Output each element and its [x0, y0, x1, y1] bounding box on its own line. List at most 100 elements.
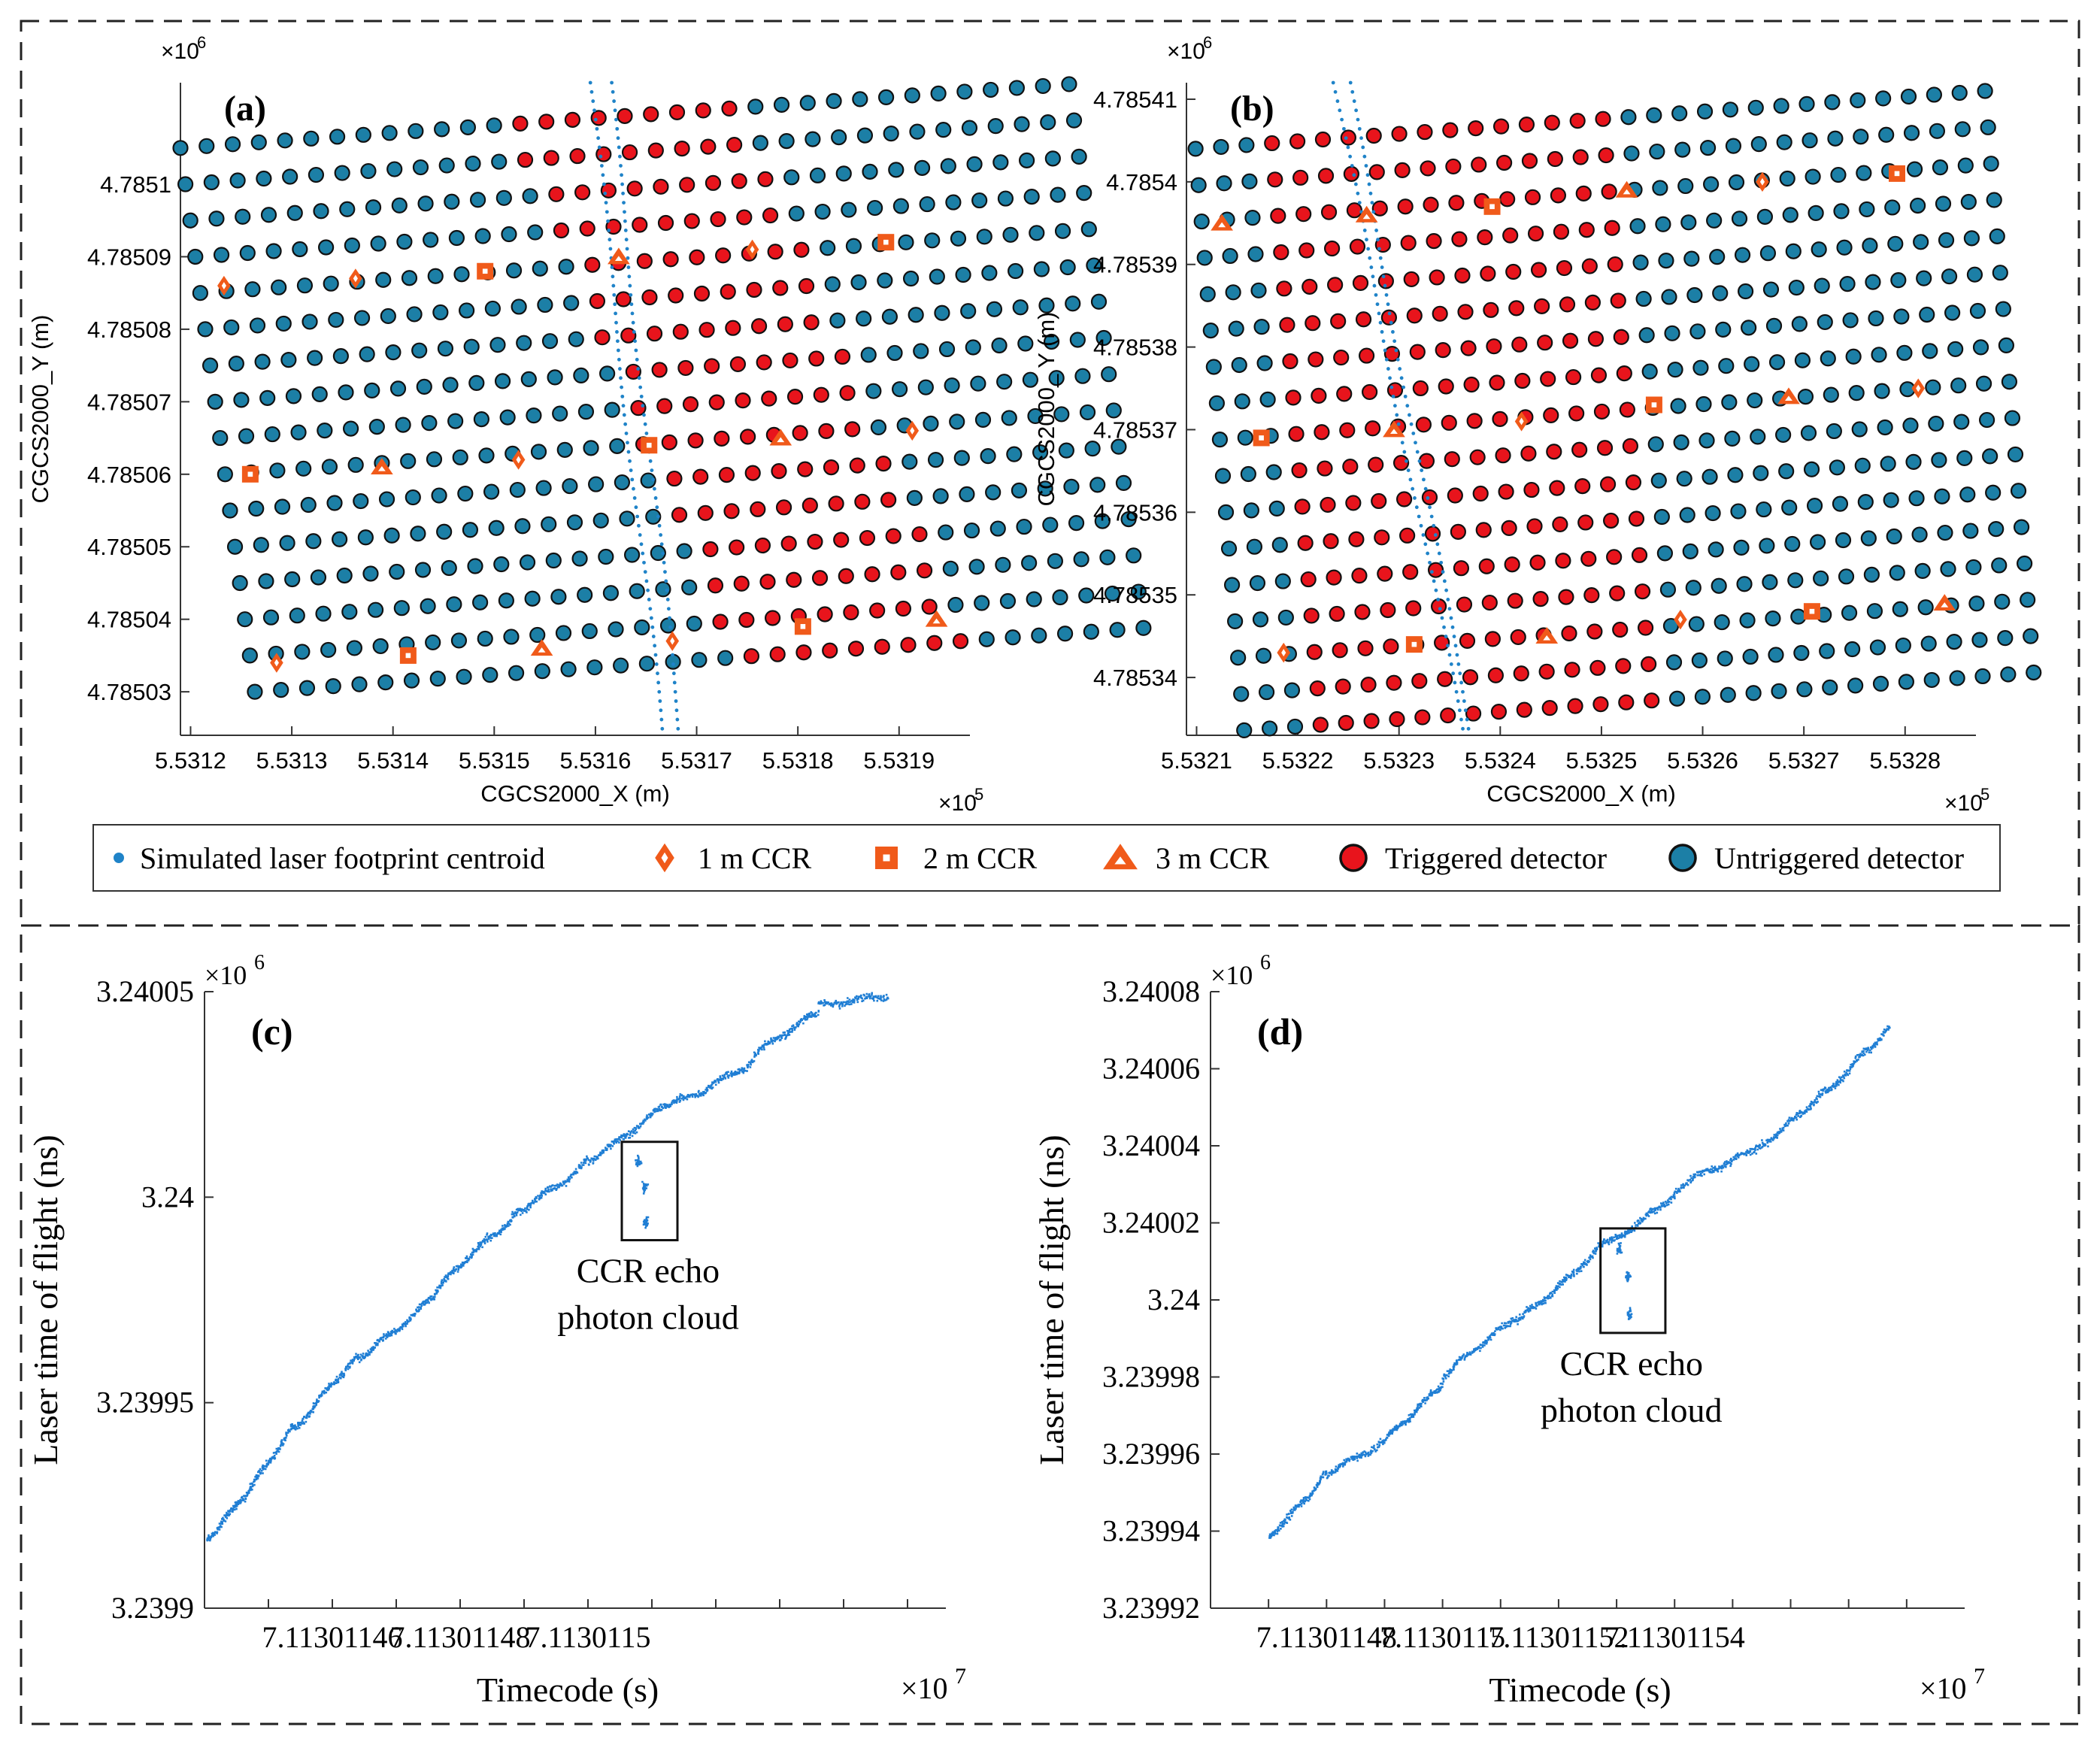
untriggered-detector [1008, 262, 1024, 280]
untriggered-detector [365, 199, 382, 216]
untriggered-detector [463, 338, 480, 355]
triggered-detector [1297, 535, 1314, 551]
footprint-centroid [591, 99, 595, 103]
triggered-detector [1417, 123, 1433, 141]
untriggered-detector [829, 312, 846, 329]
footprint-centroid [1376, 238, 1380, 242]
untriggered-detector [1773, 98, 1789, 114]
triggered-detector [1556, 259, 1573, 277]
triggered-detector [869, 602, 886, 619]
untriggered-detector [535, 480, 552, 496]
untriggered-detector [1960, 193, 1977, 211]
footprint-centroid [662, 560, 666, 565]
untriggered-detector [1222, 247, 1238, 265]
untriggered-detector [1781, 499, 1798, 516]
y-tick-label: 3.24008 [1102, 974, 1200, 1008]
footprint-centroid [674, 699, 678, 703]
triggered-detector [1507, 592, 1523, 609]
untriggered-detector [1641, 363, 1658, 380]
untriggered-detector [1731, 211, 1748, 227]
untriggered-detector [1811, 241, 1827, 258]
triggered-detector [697, 504, 714, 521]
triggered-detector [1593, 403, 1611, 420]
triggered-detector [775, 499, 792, 516]
footprint-centroid [1459, 717, 1463, 722]
footprint-centroid [1433, 533, 1438, 537]
triggered-detector [1389, 710, 1405, 728]
photon-points [1268, 1025, 1891, 1539]
untriggered-detector [1741, 320, 1757, 336]
untriggered-detector [355, 126, 371, 143]
untriggered-detector [377, 674, 394, 691]
triggered-detector [1300, 571, 1317, 588]
untriggered-detector [613, 657, 629, 674]
footprint-centroid [611, 89, 615, 94]
untriggered-detector [1787, 572, 1804, 589]
untriggered-detector [1963, 230, 1980, 247]
footprint-centroid [1426, 496, 1430, 500]
triggered-detector [692, 468, 709, 485]
untriggered-detector [1835, 532, 1852, 549]
footprint-centroid [672, 680, 677, 685]
untriggered-detector [1243, 502, 1259, 519]
footprint-centroid [629, 292, 633, 297]
triggered-detector [589, 292, 606, 310]
footprint-centroid [1423, 542, 1428, 547]
untriggered-detector [1646, 107, 1662, 123]
footprint-centroid [1457, 708, 1462, 713]
triggered-detector [1308, 351, 1324, 368]
footprint-centroid [1432, 523, 1436, 528]
triggered-detector [1343, 165, 1359, 182]
y-exponent: 6 [197, 33, 206, 52]
untriggered-detector [444, 193, 460, 210]
untriggered-detector [396, 233, 413, 250]
y-tick-label: 4.78541 [1093, 86, 1177, 113]
untriggered-detector [1883, 492, 1899, 508]
untriggered-detector [1980, 119, 1996, 135]
untriggered-detector [1050, 186, 1066, 203]
triggered-detector [843, 604, 859, 621]
untriggered-detector [1214, 468, 1232, 484]
triggered-detector [874, 638, 890, 655]
untriggered-detector [860, 347, 877, 363]
untriggered-detector [1810, 534, 1826, 550]
footprint-centroid [1384, 357, 1389, 362]
untriggered-detector [357, 529, 374, 546]
untriggered-detector [949, 414, 965, 430]
footprint-centroid [646, 588, 650, 592]
y-tick-label: 3.24005 [96, 974, 194, 1008]
untriggered-detector [1234, 393, 1250, 410]
triggered-detector [839, 385, 856, 401]
footprint-centroid [1377, 311, 1381, 316]
untriggered-detector [1054, 223, 1071, 239]
footprint-centroid [630, 477, 635, 482]
triggered-detector [880, 492, 897, 508]
triggered-detector [1613, 329, 1629, 345]
y-multiplier: ×10 [1211, 960, 1253, 990]
triggered-detector [803, 314, 820, 331]
untriggered-detector [1916, 270, 1932, 286]
triggered-detector [1345, 495, 1362, 511]
panel-b: 5.5321 5.5322 5.5323 5.5324 5.5325 5.5326 5.53… [1033, 33, 2042, 816]
untriggered-detector [1680, 214, 1697, 231]
annotation-line-2: photon cloud [557, 1298, 738, 1337]
untriggered-detector [1793, 644, 1810, 662]
untriggered-detector [226, 538, 244, 555]
triggered-detector [1351, 568, 1368, 584]
untriggered-detector [1253, 319, 1270, 335]
triggered-detector [1487, 667, 1505, 683]
legend-label-3m-ccr: 3 m CCR [1156, 841, 1269, 875]
x-exponent: 5 [974, 785, 983, 804]
footprint-centroid [622, 201, 626, 204]
untriggered-detector [1857, 494, 1874, 510]
triggered-detector [1346, 202, 1363, 219]
triggered-detector [769, 646, 786, 662]
untriggered-detector [472, 594, 489, 610]
untriggered-detector [599, 365, 616, 382]
footprint-centroid [624, 238, 629, 242]
footprint-centroid [638, 385, 643, 389]
untriggered-detector [1262, 720, 1278, 737]
triggered-detector [656, 398, 673, 414]
untriggered-detector [1711, 577, 1727, 594]
untriggered-detector [1249, 574, 1266, 592]
